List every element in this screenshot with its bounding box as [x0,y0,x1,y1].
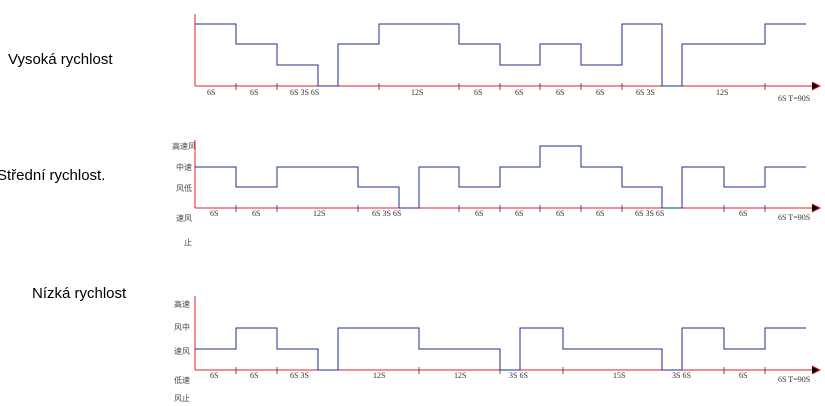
row-high-seg-6: 6S [515,88,523,97]
row-high-seg-4: 12S [411,88,423,97]
row-high-seg-10: 12S [716,88,728,97]
row-medium-seg-8: 6S [596,209,604,218]
row-medium-level-2: 中速 [176,162,192,172]
row-high-seg-2: 6S [250,88,258,97]
row-medium-level-1: 高速风 [172,141,196,151]
row-low-trace [195,327,806,371]
row-low-seg-6: 3S 6S [509,371,528,380]
row-medium-seg-6: 6S [515,209,523,218]
row-low-seg-9: 6S [739,371,747,380]
row-high-seg-7: 6S [556,88,564,97]
row-low-level-4: 低速 [174,375,190,385]
row-medium-level-3: 风低 [176,183,192,193]
row-low-diagram: 高速 风中 速风 低速 风止 6S 6S 6S 3S 12S 12S 3S 6S… [174,296,822,403]
row-high-trace [195,23,806,87]
row-medium-level-4: 速风 [176,214,192,223]
row-medium-seg-11: 6S T=90S [778,213,810,222]
row-high-seg-8: 6S [596,88,604,97]
row-medium-seg-10: 6S [739,209,747,218]
row-high-seg-1: 6S [207,88,215,97]
row-low-level-3: 速风 [174,347,190,356]
row-medium-seg-3: 12S [313,209,325,218]
row-label-medium: Střední rychlost. [0,167,105,184]
row-high-seg-9: 6S 3S [636,88,655,97]
row-medium-seg-5: 6S [475,209,483,218]
row-low-level-2: 风中 [174,322,190,332]
row-low-level-1: 高速 [174,299,190,309]
row-label-high: Vysoká rychlost [8,51,113,68]
row-medium-trace [195,145,806,209]
row-medium-axis-arrow [811,203,822,213]
row-medium-level-5: 止 [184,237,192,247]
row-medium-seg-4: 6S 3S 6S [372,209,401,218]
row-low-seg-4: 12S [373,371,385,380]
row-medium-seg-7: 6S [556,209,564,218]
row-medium-ticks [235,205,766,212]
row-high-seg-5: 6S [474,88,482,97]
row-low-ticks [235,367,766,374]
row-medium-seg-1: 6S [210,209,218,218]
row-low-seg-2: 6S [250,371,258,380]
row-high-seg-11: 6S T=90S [778,94,810,103]
row-high-ticks [235,83,766,90]
row-low-seg-3: 6S 3S [290,371,309,380]
row-label-low: Nízká rychlost [32,285,127,302]
row-medium-seg-9: 6S 3S 6S [635,209,664,218]
row-low-seg-1: 6S [210,371,218,380]
row-medium-seg-2: 6S [252,209,260,218]
row-medium-diagram: 高速风 中速 风低 速风 止 6S 6S 12S 6S 3S 6S 6S 6S … [172,140,822,247]
row-low-level-5: 风止 [174,393,190,403]
row-low-seg-5: 12S [454,371,466,380]
row-high-seg-3: 6S 3S 6S [290,88,319,97]
row-low-seg-7: 15S [613,371,625,380]
row-low-axis-arrow [811,365,822,375]
row-low-seg-10: 6S T=90S [778,375,810,384]
row-low-seg-8: 3S 6S [672,371,691,380]
row-high-axis-arrow [811,81,822,91]
row-high-diagram: 6S 6S 6S 3S 6S 12S 6S 6S 6S 6S 6S 3S 12S… [194,14,822,103]
